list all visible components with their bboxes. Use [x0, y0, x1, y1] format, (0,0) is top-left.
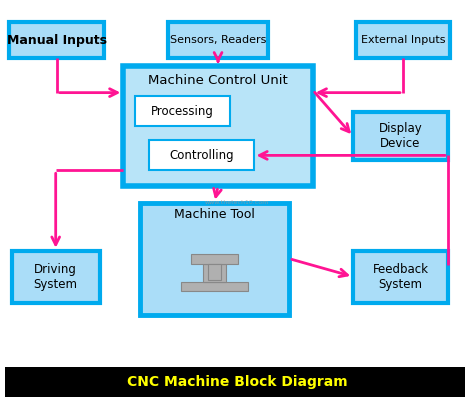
Text: Manual Inputs: Manual Inputs [7, 34, 107, 47]
Text: www.thetech10.com: www.thetech10.com [205, 200, 269, 205]
Text: Feedback
System: Feedback System [373, 263, 428, 291]
Text: CNC Machine Block Diagram: CNC Machine Block Diagram [127, 375, 347, 389]
Text: Controlling: Controlling [169, 149, 234, 162]
FancyBboxPatch shape [5, 367, 465, 397]
FancyBboxPatch shape [353, 112, 448, 160]
FancyBboxPatch shape [140, 203, 289, 315]
FancyBboxPatch shape [123, 66, 313, 186]
Text: Sensors, Readers: Sensors, Readers [170, 35, 266, 45]
Text: Driving
System: Driving System [34, 263, 78, 291]
FancyBboxPatch shape [191, 254, 238, 264]
FancyBboxPatch shape [12, 251, 100, 303]
FancyBboxPatch shape [181, 282, 247, 291]
FancyBboxPatch shape [168, 22, 268, 58]
FancyBboxPatch shape [149, 140, 254, 170]
Text: External Inputs: External Inputs [361, 35, 445, 45]
FancyBboxPatch shape [135, 96, 230, 126]
FancyBboxPatch shape [9, 22, 104, 58]
Text: Processing: Processing [151, 105, 214, 118]
Text: Machine Control Unit: Machine Control Unit [148, 74, 288, 87]
FancyBboxPatch shape [356, 22, 450, 58]
FancyBboxPatch shape [208, 264, 221, 280]
FancyBboxPatch shape [202, 264, 226, 282]
Text: Display
Device: Display Device [379, 122, 422, 150]
Text: Machine Tool: Machine Tool [174, 208, 255, 221]
FancyBboxPatch shape [353, 251, 448, 303]
